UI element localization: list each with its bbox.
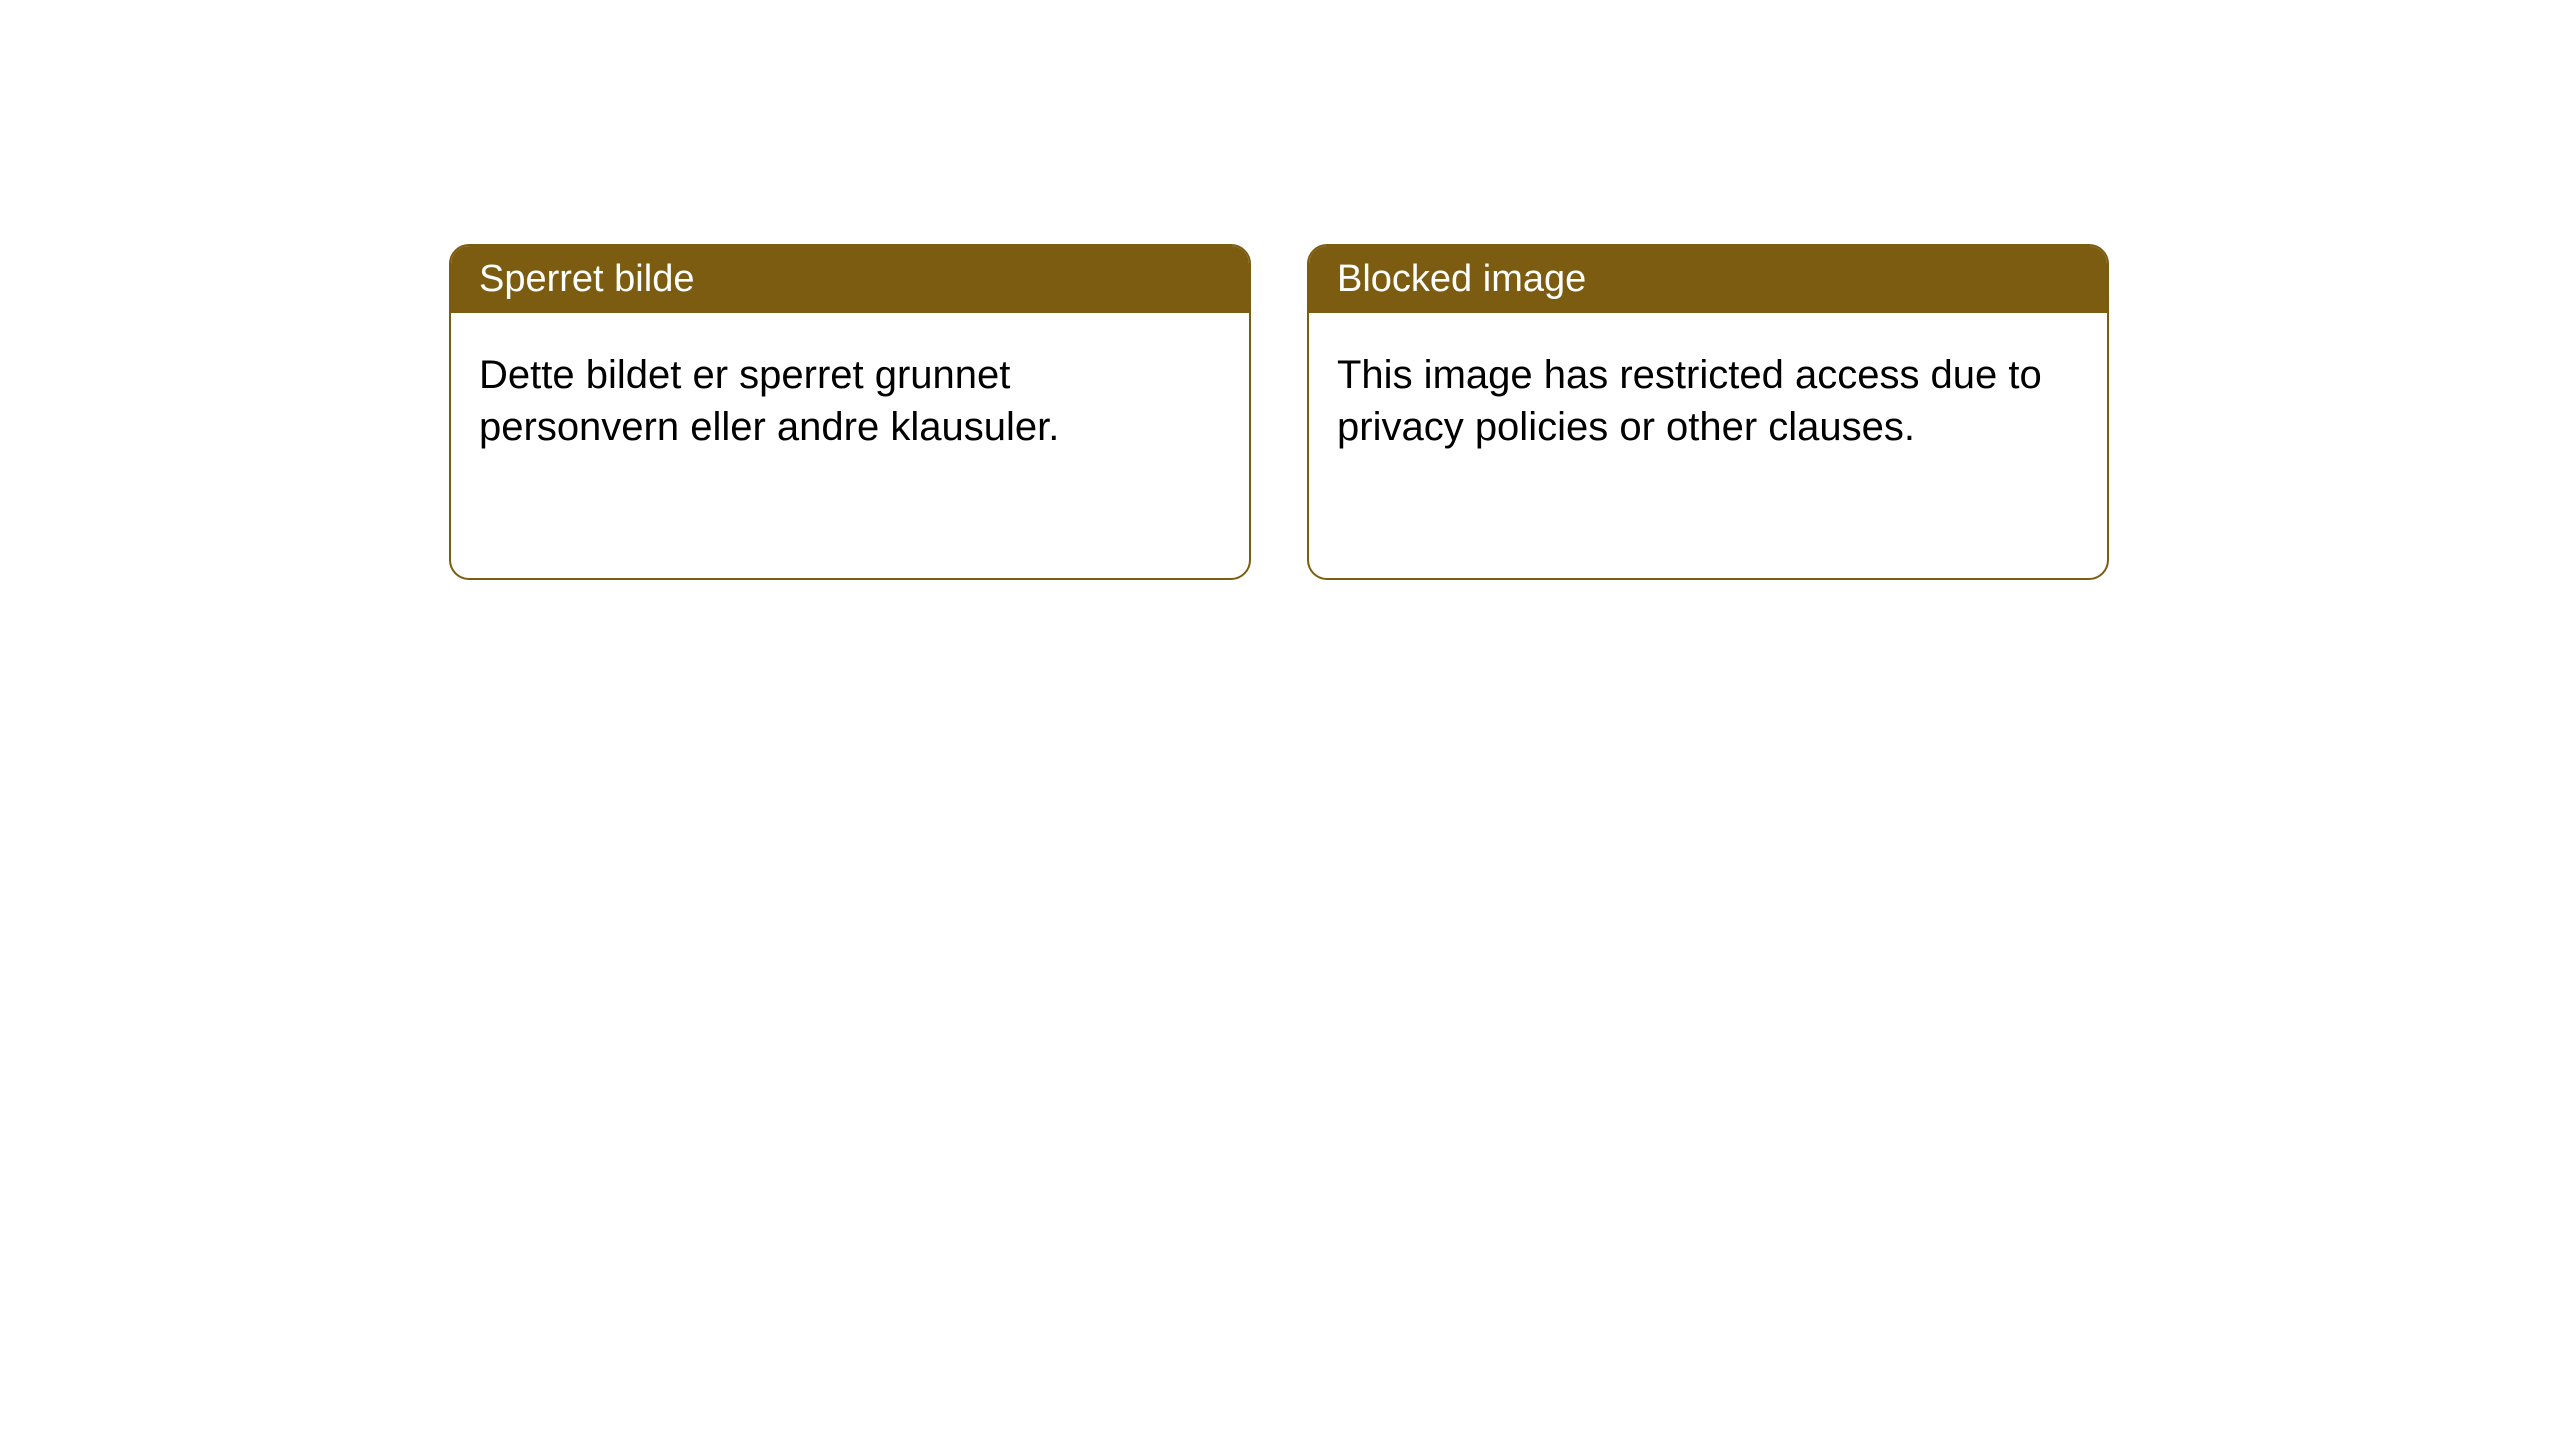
card-body: This image has restricted access due to …: [1309, 313, 2107, 489]
card-header: Sperret bilde: [451, 246, 1249, 313]
card-body: Dette bildet er sperret grunnet personve…: [451, 313, 1249, 489]
notice-card-norwegian: Sperret bilde Dette bildet er sperret gr…: [449, 244, 1251, 580]
card-header: Blocked image: [1309, 246, 2107, 313]
card-title: Sperret bilde: [479, 258, 694, 300]
notice-cards-container: Sperret bilde Dette bildet er sperret gr…: [449, 244, 2109, 580]
card-title: Blocked image: [1337, 258, 1586, 300]
notice-card-english: Blocked image This image has restricted …: [1307, 244, 2109, 580]
card-body-text: This image has restricted access due to …: [1337, 353, 2042, 449]
card-body-text: Dette bildet er sperret grunnet personve…: [479, 353, 1059, 449]
